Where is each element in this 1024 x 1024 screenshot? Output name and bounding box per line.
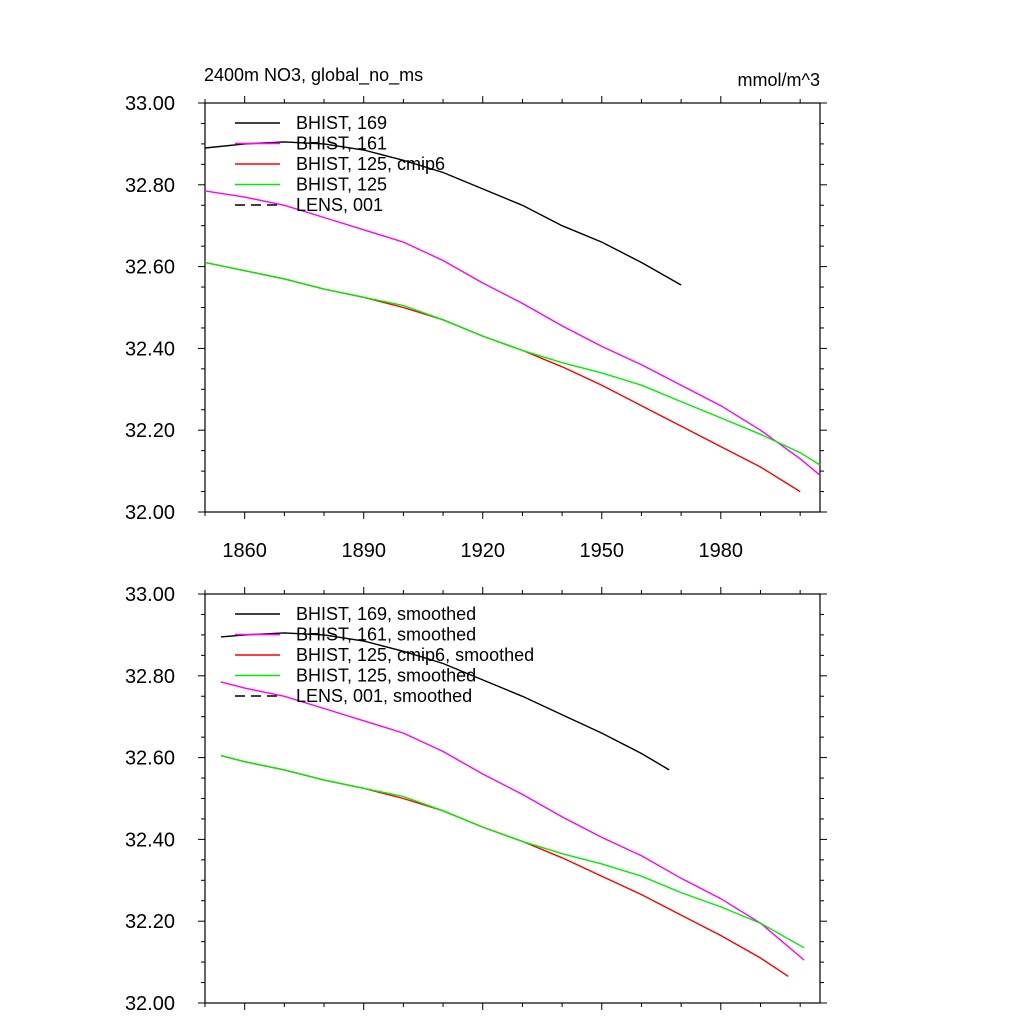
top-series-line-3 [204,261,821,466]
bottom-series-line-2 [220,754,789,977]
chart-title: 2400m NO3, global_no_ms [204,65,423,86]
top-legend-label: BHIST, 125, cmip6 [296,154,445,174]
bottom-y-tick-label: 32.20 [125,911,175,933]
top-series-line-1 [204,190,821,476]
top-x-tick-label: 1860 [222,540,267,562]
bottom-y-tick-label: 32.00 [125,993,175,1015]
top-legend-label: BHIST, 161 [296,134,387,154]
units-label: mmol/m^3 [738,70,820,90]
top-x-tick-label: 1950 [580,540,625,562]
bottom-legend-label: BHIST, 125, cmip6, smoothed [296,645,534,665]
bottom-y-ticks [198,593,827,1004]
top-x-ticks [204,96,801,519]
top-series-line-0 [204,141,682,286]
top-x-tick-label: 1920 [460,540,505,562]
bottom-series-line-3 [220,754,805,949]
top-legend-label: BHIST, 125 [296,175,387,195]
bottom-y-tick-label: 32.40 [125,829,175,851]
top-y-tick-label: 32.40 [125,338,175,360]
top-series-line-2 [204,261,801,493]
bottom-x-ticks [204,587,801,1010]
bottom-legend-label: LENS, 001, smoothed [296,686,472,706]
bottom-legend-label: BHIST, 161, smoothed [296,625,476,645]
top-y-ticks [198,102,827,513]
bottom-panel: 32.00 32.20 32.40 32.60 32.80 33.00 BHIST, 169… [125,584,827,1015]
bottom-series-line-0 [220,632,670,771]
top-y-tick-label: 32.00 [125,502,175,524]
bottom-legend-label: BHIST, 169, smoothed [296,604,476,624]
bottom-y-tick-label: 32.60 [125,748,175,770]
top-legend-label: BHIST, 169 [296,113,387,133]
bottom-y-tick-label: 33.00 [125,584,175,606]
top-y-tick-label: 32.80 [125,175,175,197]
bottom-series-line-1 [220,681,805,961]
bottom-y-tick-label: 32.80 [125,666,175,688]
top-y-tick-label: 33.00 [125,93,175,115]
top-x-tick-label: 1980 [699,540,744,562]
top-y-tick-label: 32.60 [125,257,175,279]
top-panel: 32.00 32.20 32.40 32.60 32.80 33.00 1860 1890 19… [125,93,827,562]
top-legend-label: LENS, 001 [296,195,383,215]
top-x-tick-label: 1890 [341,540,386,562]
top-y-tick-label: 32.20 [125,420,175,442]
bottom-legend-label: BHIST, 125, smoothed [296,666,476,686]
